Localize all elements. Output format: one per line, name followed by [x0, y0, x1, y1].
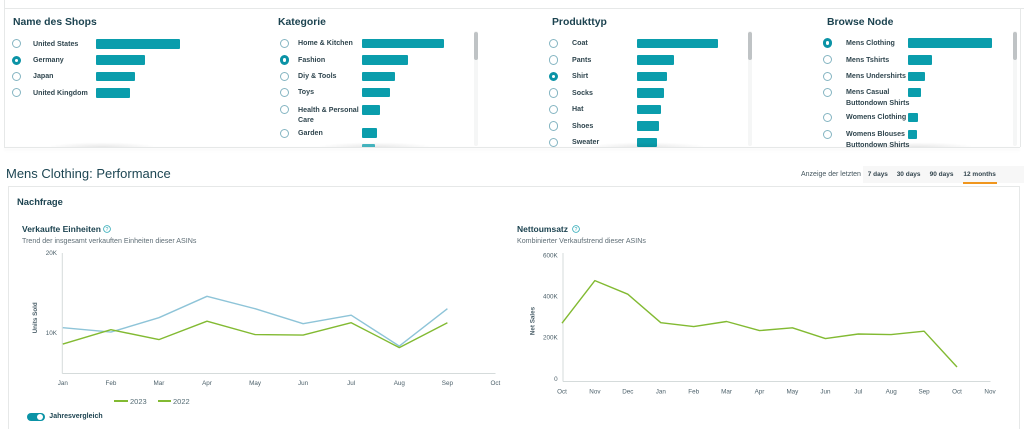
svg-text:Apr: Apr: [755, 389, 765, 396]
svg-text:Feb: Feb: [688, 389, 699, 396]
svg-text:Nov: Nov: [589, 389, 601, 396]
svg-text:Jun: Jun: [820, 389, 831, 396]
svg-text:Jul: Jul: [347, 380, 355, 387]
svg-text:Aug: Aug: [886, 389, 898, 396]
svg-text:Jul: Jul: [854, 389, 862, 396]
svg-text:Aug: Aug: [394, 380, 406, 387]
svg-text:600K: 600K: [543, 253, 559, 260]
svg-text:Jun: Jun: [298, 380, 309, 387]
svg-text:200K: 200K: [543, 335, 559, 342]
svg-text:Oct: Oct: [952, 389, 962, 396]
svg-text:May: May: [249, 380, 262, 387]
svg-text:Feb: Feb: [105, 380, 116, 387]
svg-text:Jan: Jan: [58, 380, 69, 387]
svg-text:Mar: Mar: [721, 389, 732, 396]
svg-text:Dec: Dec: [622, 389, 633, 396]
svg-text:Apr: Apr: [202, 380, 212, 387]
svg-text:Sep: Sep: [442, 380, 454, 387]
svg-text:May: May: [786, 389, 799, 396]
svg-text:?: ?: [574, 227, 577, 233]
svg-text:Jan: Jan: [656, 389, 667, 396]
svg-text:0: 0: [554, 376, 558, 383]
svg-text:Oct: Oct: [491, 380, 501, 387]
svg-text:Mar: Mar: [153, 380, 164, 387]
svg-text:Net Sales: Net Sales: [530, 306, 537, 335]
svg-text:Sep: Sep: [918, 389, 930, 396]
svg-text:Oct: Oct: [557, 389, 567, 396]
svg-text:?: ?: [105, 227, 108, 233]
svg-text:Units Sold: Units Sold: [32, 302, 39, 333]
svg-text:Nov: Nov: [984, 389, 996, 396]
svg-text:20K: 20K: [46, 250, 58, 257]
svg-text:400K: 400K: [543, 294, 559, 301]
svg-text:10K: 10K: [46, 330, 58, 337]
